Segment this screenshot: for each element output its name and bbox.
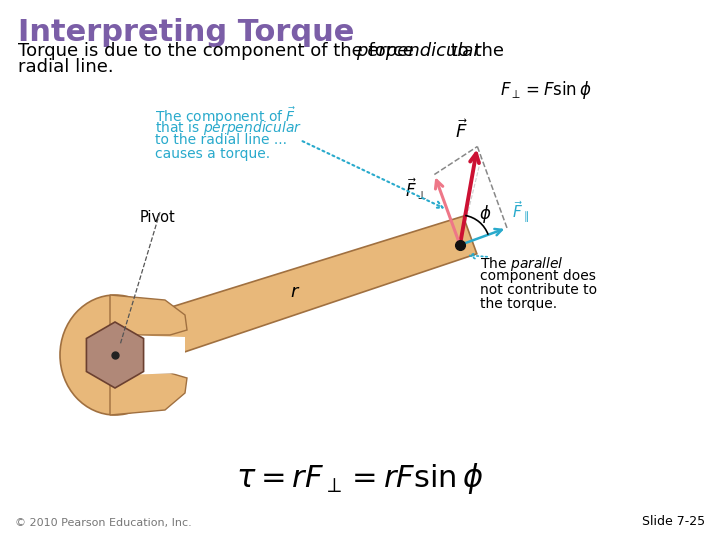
Text: Slide 7-25: Slide 7-25 bbox=[642, 515, 705, 528]
Ellipse shape bbox=[60, 295, 170, 415]
Text: causes a torque.: causes a torque. bbox=[155, 147, 270, 161]
Text: radial line.: radial line. bbox=[18, 58, 114, 76]
Polygon shape bbox=[110, 295, 187, 335]
Text: The $\it{parallel}$: The $\it{parallel}$ bbox=[480, 255, 564, 273]
Polygon shape bbox=[86, 322, 143, 388]
Text: $\vec{F}_{\parallel}$: $\vec{F}_{\parallel}$ bbox=[512, 199, 529, 225]
Polygon shape bbox=[110, 373, 187, 415]
Text: $\tau = rF_{\perp} = rF\sin\phi$: $\tau = rF_{\perp} = rF\sin\phi$ bbox=[236, 461, 484, 496]
Text: the torque.: the torque. bbox=[480, 297, 557, 311]
Text: perpendicular: perpendicular bbox=[356, 42, 481, 60]
Text: Torque is due to the component of the force: Torque is due to the component of the fo… bbox=[18, 42, 420, 60]
Text: $r$: $r$ bbox=[290, 283, 300, 301]
Text: $\vec{F}_{\perp}$: $\vec{F}_{\perp}$ bbox=[405, 177, 426, 202]
Text: Interpreting Torque: Interpreting Torque bbox=[18, 18, 354, 47]
Text: $\phi$: $\phi$ bbox=[480, 204, 492, 225]
Text: $\vec{F}$: $\vec{F}$ bbox=[455, 119, 467, 141]
Text: to the: to the bbox=[445, 42, 504, 60]
Polygon shape bbox=[120, 335, 185, 375]
Text: not contribute to: not contribute to bbox=[480, 283, 597, 297]
Text: Pivot: Pivot bbox=[140, 210, 176, 225]
Text: that is $\it{perpendicular}$: that is $\it{perpendicular}$ bbox=[155, 119, 302, 137]
Text: to the radial line ...: to the radial line ... bbox=[155, 133, 287, 147]
Polygon shape bbox=[122, 216, 477, 368]
Text: $F_{\perp} = F\sin\phi$: $F_{\perp} = F\sin\phi$ bbox=[500, 79, 592, 101]
Text: The component of $\vec{F}$: The component of $\vec{F}$ bbox=[155, 105, 296, 126]
Text: © 2010 Pearson Education, Inc.: © 2010 Pearson Education, Inc. bbox=[15, 518, 192, 528]
Text: component does: component does bbox=[480, 269, 596, 283]
